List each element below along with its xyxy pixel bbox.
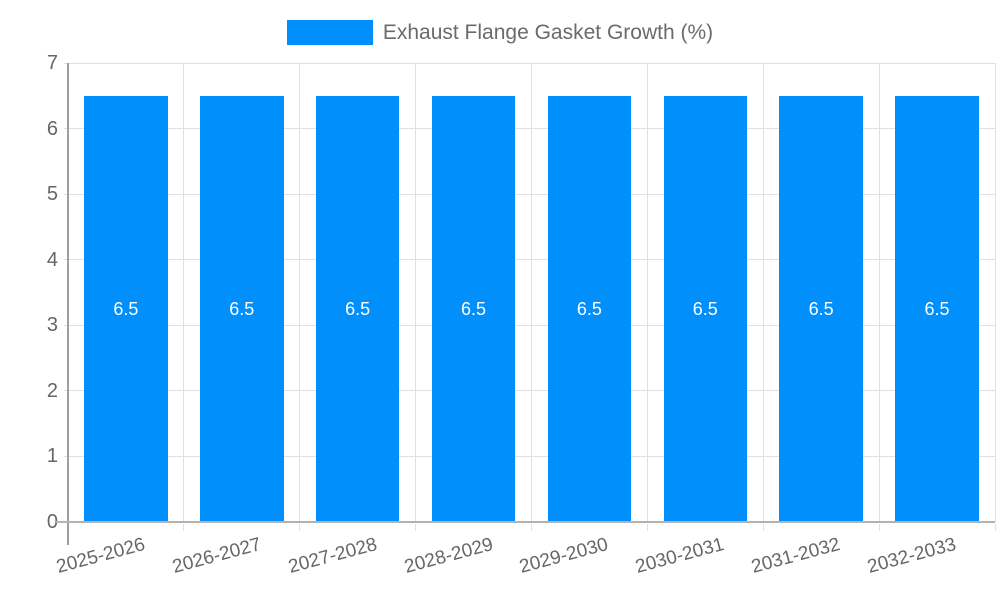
y-axis-tick-label: 4 [46, 248, 58, 271]
x-axis-tick [415, 524, 417, 531]
x-axis-tick [531, 524, 532, 531]
bar-value-label: 6.5 [576, 298, 602, 319]
y-gridline [64, 259, 995, 261]
y-gridline [64, 455, 995, 457]
bar[interactable] [779, 95, 863, 522]
x-axis-tick [878, 524, 880, 531]
bar-value-label: 6.5 [345, 298, 371, 319]
x-gridline [994, 63, 996, 522]
x-gridline [415, 63, 417, 522]
bar-value-label: 6.5 [924, 298, 950, 319]
legend-label: Exhaust Flange Gasket Growth (%) [382, 20, 714, 44]
x-axis-tick [994, 524, 996, 531]
legend-marker-swatch [286, 20, 373, 45]
bar-value-label: 6.5 [113, 298, 139, 319]
x-gridline [531, 63, 532, 522]
x-gridline [762, 63, 764, 522]
bar-value-label: 6.5 [692, 298, 718, 319]
x-gridline [299, 63, 301, 522]
y-axis-tick-label: 6 [46, 117, 58, 140]
y-gridline [64, 62, 995, 64]
y-axis-line [67, 63, 69, 545]
bar-value-label: 6.5 [461, 298, 487, 319]
x-gridline [183, 63, 185, 522]
x-gridline [878, 63, 880, 522]
bar[interactable] [895, 95, 979, 522]
bar[interactable] [663, 95, 748, 522]
x-axis-tick [299, 524, 301, 531]
y-axis-tick-label: 0 [46, 511, 58, 533]
y-axis-tick-label: 1 [46, 445, 58, 468]
bar[interactable] [84, 95, 168, 522]
x-gridline [646, 63, 648, 522]
bar-value-label: 6.5 [808, 298, 834, 319]
y-gridline [64, 390, 995, 392]
y-gridline [64, 324, 995, 326]
y-axis-tick-label: 7 [46, 52, 58, 74]
y-axis-tick-label: 5 [46, 183, 58, 206]
x-axis-tick [646, 524, 648, 531]
y-axis-tick-label: 2 [46, 379, 58, 402]
bar[interactable] [431, 95, 516, 522]
y-axis-tick-label: 3 [46, 314, 58, 337]
bar[interactable] [315, 95, 400, 522]
y-gridline [64, 128, 995, 130]
chart-legend[interactable]: Exhaust Flange Gasket Growth (%) [0, 20, 1000, 45]
x-axis-tick [762, 524, 764, 531]
x-axis-line [56, 521, 995, 523]
bar-value-label: 6.5 [229, 298, 255, 319]
bar[interactable] [547, 95, 632, 522]
bar[interactable] [200, 95, 284, 522]
x-axis-tick [183, 524, 185, 531]
y-gridline [64, 193, 995, 195]
